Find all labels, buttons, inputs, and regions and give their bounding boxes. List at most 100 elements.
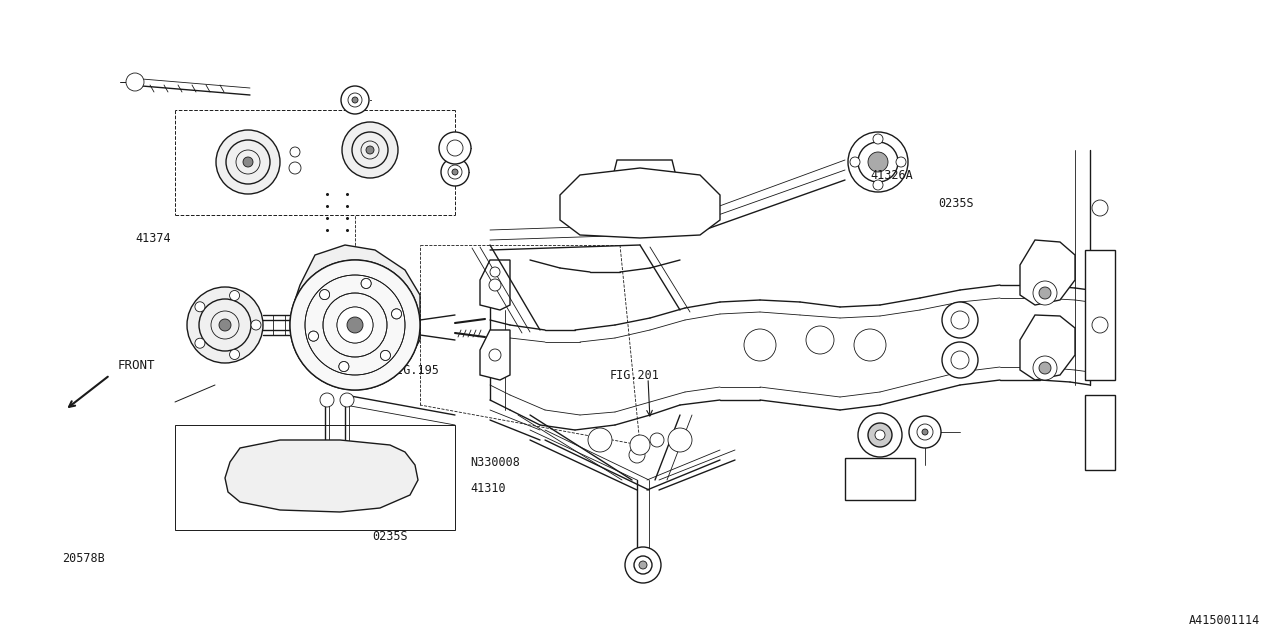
- Circle shape: [452, 169, 458, 175]
- Circle shape: [1092, 317, 1108, 333]
- Circle shape: [308, 331, 319, 341]
- Circle shape: [868, 423, 892, 447]
- Polygon shape: [561, 168, 721, 238]
- Circle shape: [668, 428, 692, 452]
- Circle shape: [340, 86, 369, 114]
- Circle shape: [342, 122, 398, 178]
- Circle shape: [876, 430, 884, 440]
- Circle shape: [489, 279, 500, 291]
- Text: 41374: 41374: [134, 232, 170, 244]
- Text: 0235S: 0235S: [372, 531, 407, 543]
- Circle shape: [320, 393, 334, 407]
- Circle shape: [447, 140, 463, 156]
- Circle shape: [942, 302, 978, 338]
- Text: 41326A: 41326A: [870, 168, 913, 182]
- Circle shape: [229, 349, 239, 360]
- Circle shape: [744, 329, 776, 361]
- Circle shape: [916, 424, 933, 440]
- Polygon shape: [294, 245, 420, 377]
- Circle shape: [125, 73, 145, 91]
- Circle shape: [291, 260, 420, 390]
- Circle shape: [806, 326, 835, 354]
- Circle shape: [361, 278, 371, 289]
- Circle shape: [873, 180, 883, 190]
- Circle shape: [216, 130, 280, 194]
- Circle shape: [392, 309, 402, 319]
- Circle shape: [439, 132, 471, 164]
- Circle shape: [380, 351, 390, 360]
- Circle shape: [625, 547, 660, 583]
- Circle shape: [909, 416, 941, 448]
- Text: FIG.195: FIG.195: [390, 364, 440, 376]
- Text: 41310: 41310: [470, 481, 506, 495]
- Polygon shape: [845, 458, 915, 500]
- Circle shape: [448, 165, 462, 179]
- Polygon shape: [1020, 240, 1075, 305]
- Text: A415001114: A415001114: [1189, 614, 1260, 627]
- Circle shape: [392, 309, 402, 319]
- Circle shape: [868, 152, 888, 172]
- Circle shape: [849, 132, 908, 192]
- Circle shape: [1033, 356, 1057, 380]
- Circle shape: [630, 435, 650, 455]
- Polygon shape: [480, 260, 509, 310]
- Circle shape: [352, 97, 358, 103]
- Circle shape: [650, 433, 664, 447]
- Circle shape: [858, 142, 899, 182]
- Circle shape: [858, 413, 902, 457]
- Circle shape: [195, 338, 205, 348]
- Circle shape: [896, 157, 906, 167]
- Circle shape: [951, 311, 969, 329]
- Circle shape: [588, 428, 612, 452]
- Circle shape: [219, 319, 230, 331]
- Circle shape: [187, 287, 262, 363]
- Polygon shape: [607, 160, 682, 215]
- Circle shape: [442, 158, 468, 186]
- Circle shape: [308, 331, 319, 341]
- Circle shape: [942, 342, 978, 378]
- Circle shape: [291, 260, 420, 390]
- Text: FRONT: FRONT: [118, 358, 155, 371]
- Circle shape: [337, 307, 372, 343]
- Circle shape: [251, 320, 261, 330]
- Circle shape: [850, 157, 860, 167]
- Text: N330008: N330008: [470, 456, 520, 470]
- Circle shape: [1092, 200, 1108, 216]
- Circle shape: [951, 351, 969, 369]
- Circle shape: [340, 393, 355, 407]
- Circle shape: [347, 317, 364, 333]
- Polygon shape: [480, 330, 509, 380]
- Circle shape: [873, 134, 883, 144]
- Circle shape: [337, 307, 372, 343]
- Circle shape: [366, 146, 374, 154]
- Circle shape: [854, 329, 886, 361]
- Circle shape: [243, 157, 253, 167]
- Circle shape: [289, 162, 301, 174]
- Circle shape: [634, 556, 652, 574]
- Polygon shape: [225, 440, 419, 512]
- Circle shape: [348, 93, 362, 107]
- Circle shape: [380, 351, 390, 360]
- Circle shape: [922, 429, 928, 435]
- Circle shape: [1033, 281, 1057, 305]
- Circle shape: [320, 289, 329, 300]
- Circle shape: [339, 362, 349, 372]
- Polygon shape: [1085, 250, 1115, 380]
- Circle shape: [1039, 287, 1051, 299]
- Polygon shape: [1085, 395, 1115, 470]
- Circle shape: [195, 302, 205, 312]
- Circle shape: [229, 291, 239, 301]
- Circle shape: [490, 267, 500, 277]
- Text: 0235S: 0235S: [938, 196, 974, 209]
- Circle shape: [347, 317, 364, 333]
- Circle shape: [639, 561, 646, 569]
- Circle shape: [339, 362, 349, 372]
- Circle shape: [628, 447, 645, 463]
- Circle shape: [489, 349, 500, 361]
- Circle shape: [291, 147, 300, 157]
- Circle shape: [320, 289, 329, 300]
- Circle shape: [361, 278, 371, 289]
- Circle shape: [1039, 362, 1051, 374]
- Polygon shape: [1020, 315, 1075, 380]
- Text: FIG.201: FIG.201: [611, 369, 660, 381]
